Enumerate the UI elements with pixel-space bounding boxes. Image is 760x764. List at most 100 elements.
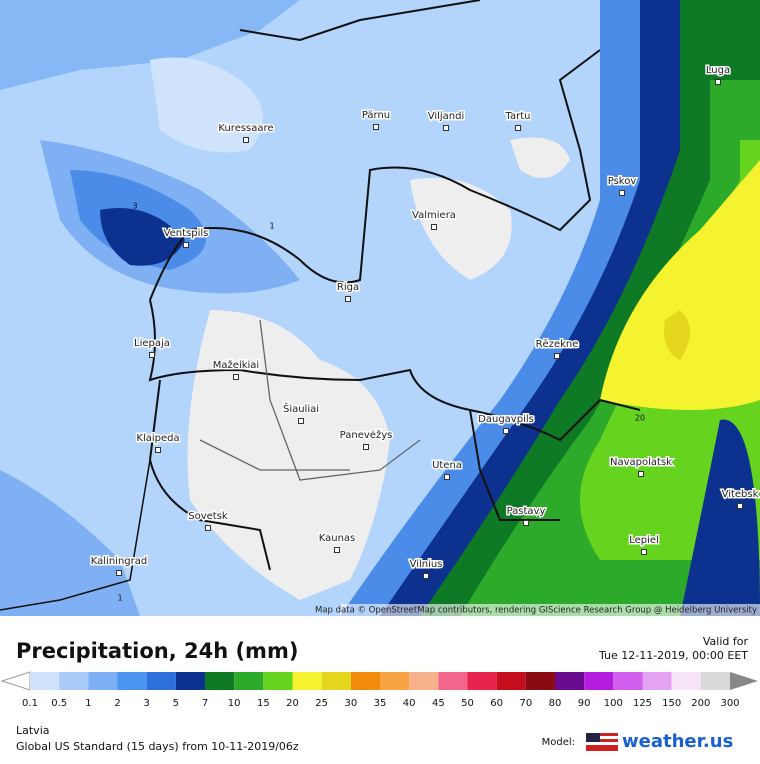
flag [586, 733, 618, 751]
city-marker [715, 79, 721, 85]
city-label: Tartu [505, 111, 531, 122]
legend-tick-label: 80 [549, 698, 562, 709]
legend-tick-label: 0.5 [51, 698, 67, 709]
legend-tick-label: 35 [374, 698, 387, 709]
model-run: Global US Standard (15 days) from 10-11-… [16, 740, 299, 753]
legend-tick-label: 70 [519, 698, 532, 709]
city-label: Kuressaare [218, 123, 273, 134]
legend-tick-label: 60 [490, 698, 503, 709]
legend-swatch [555, 672, 585, 690]
city-label: Pskov [608, 176, 637, 187]
city-marker [345, 296, 351, 302]
city-label: Luga [706, 65, 730, 76]
valid-time: Tue 12-11-2019, 00:00 EET [598, 649, 748, 662]
city-label: Viljandi [428, 111, 465, 122]
legend-swatch [350, 672, 380, 690]
city-marker [554, 353, 560, 359]
legend-swatch [525, 672, 555, 690]
brand: weather.us [622, 731, 733, 752]
legend-tick-label: 7 [202, 698, 208, 709]
legend-tick-label: 150 [662, 698, 681, 709]
city-label: Vitebsk [722, 489, 759, 500]
city-label: Navapolatsk [610, 457, 672, 468]
city-marker [431, 224, 437, 230]
city-label: Šiauliai [283, 402, 319, 415]
legend-arrow-left [0, 671, 31, 691]
city-label: Daugavpils [478, 414, 534, 425]
legend-arrow-right [730, 672, 758, 690]
city-marker [619, 190, 625, 196]
legend-tick-label: 100 [604, 698, 623, 709]
city-label: Klaipeda [136, 433, 179, 444]
legend-swatch [59, 672, 89, 690]
city-label: Pärnu [362, 110, 390, 121]
city-marker [373, 124, 379, 130]
legend-swatch [234, 672, 264, 690]
legend-swatch [409, 672, 439, 690]
city-marker [183, 242, 189, 248]
city-label: Ventspils [164, 228, 209, 239]
city-marker [334, 547, 340, 553]
legend-swatch [642, 672, 672, 690]
legend-swatch [584, 672, 614, 690]
contour-label: 20 [635, 414, 645, 423]
contour-label: 3 [132, 202, 137, 211]
region: Latvia [16, 724, 50, 737]
city-label: Valmiera [412, 210, 456, 221]
legend-tick-label: 15 [257, 698, 270, 709]
legend-swatch [175, 672, 205, 690]
legend-tick-label: 2 [114, 698, 120, 709]
city-marker [298, 418, 304, 424]
legend-swatch [205, 672, 235, 690]
legend-swatch [117, 672, 147, 690]
contour-label: 1 [117, 594, 122, 603]
legend-swatch [671, 672, 701, 690]
city-label: Panevėžys [340, 429, 393, 441]
legend-swatch [467, 672, 497, 690]
city-marker [149, 352, 155, 358]
city-marker [205, 525, 211, 531]
legend-tick-label: 20 [286, 698, 299, 709]
model-label: Model: [542, 737, 575, 748]
legend-tick-label: 40 [403, 698, 416, 709]
legend-swatch [438, 672, 468, 690]
legend-tick-label: 90 [578, 698, 591, 709]
city-label: Pastavy [507, 506, 546, 517]
legend-swatch [700, 672, 730, 690]
legend-swatch [496, 672, 526, 690]
attribution-bg [340, 604, 760, 616]
city-marker [523, 520, 529, 526]
city-label: Rēzekne [536, 339, 579, 350]
legend-swatch [321, 672, 351, 690]
attribution: Map data © OpenStreetMap contributors, r… [315, 606, 757, 616]
legend-tick-label: 1 [85, 698, 91, 709]
legend-tick-label: 200 [691, 698, 710, 709]
city-label: Kaliningrad [91, 556, 147, 567]
city-label: Riga [337, 282, 359, 293]
legend-swatch [263, 672, 293, 690]
legend-tick-label: 45 [432, 698, 445, 709]
city-label: Kaunas [319, 533, 356, 544]
city-label: Utena [432, 460, 462, 471]
city-marker [243, 137, 249, 143]
legend-tick-label: 25 [315, 698, 328, 709]
city-marker [503, 428, 509, 434]
contour-label: 1 [269, 222, 274, 231]
legend-tick-label: 300 [720, 698, 739, 709]
city-marker [423, 573, 429, 579]
city-marker [638, 471, 644, 477]
legend-swatch [292, 672, 322, 690]
city-marker [515, 125, 521, 131]
legend-swatch [146, 672, 176, 690]
title: Precipitation, 24h (mm) [16, 639, 298, 663]
legend-swatch [30, 672, 60, 690]
legend-tick-label: 30 [344, 698, 357, 709]
legend-tick-label: 3 [143, 698, 149, 709]
city-marker [444, 474, 450, 480]
city-marker [737, 503, 743, 509]
city-label: Lepiel [629, 535, 659, 546]
legend-tick-label: 125 [633, 698, 652, 709]
city-label: Vilnius [410, 559, 443, 570]
city-marker [641, 549, 647, 555]
